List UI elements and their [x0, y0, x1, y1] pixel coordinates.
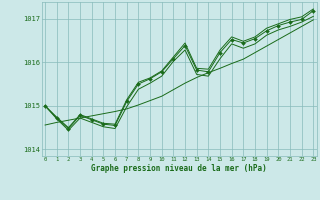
X-axis label: Graphe pression niveau de la mer (hPa): Graphe pression niveau de la mer (hPa) — [91, 164, 267, 173]
